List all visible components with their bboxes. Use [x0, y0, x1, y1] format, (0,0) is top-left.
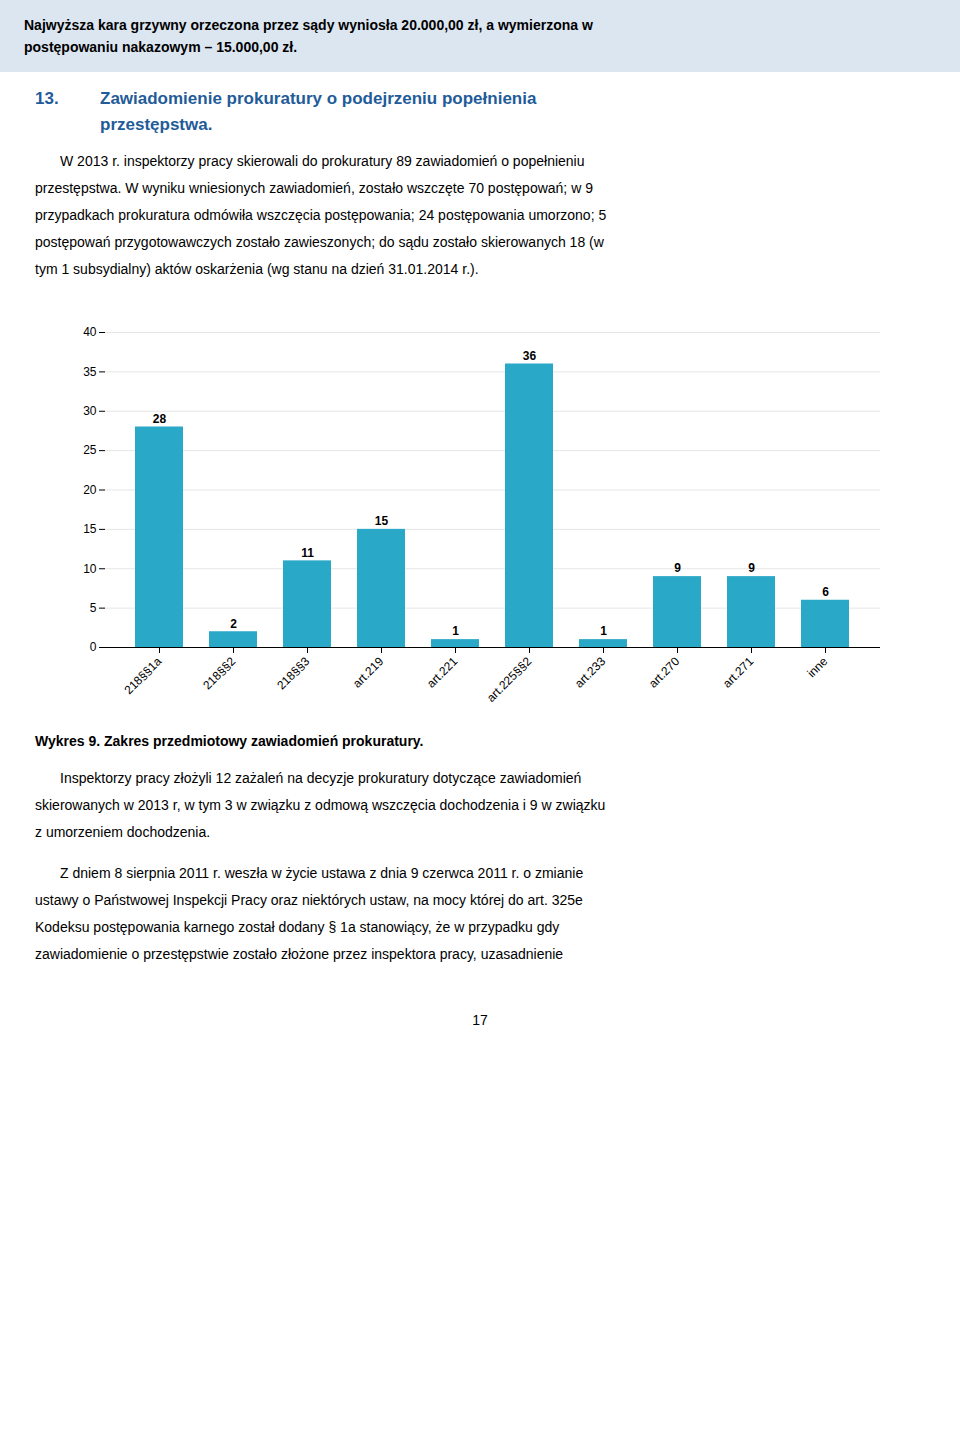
html-text:zawiadomienie o przestępstwie: zawiadomienie o przestępstwie zostało zł… [35, 946, 564, 962]
html-text:Wykres 9. Zakres przedmiotowy: Wykres 9. Zakres przedmiotowy zawiadomie… [35, 733, 424, 749]
svg-text:art.221: art.221 [424, 654, 461, 691]
html-text:przestępstwa.: przestępstwa. [100, 115, 213, 134]
svg-text:art.225§§2: art.225§§2 [484, 654, 535, 705]
svg-text:1: 1 [452, 624, 459, 638]
svg-text:9: 9 [674, 561, 681, 575]
html-text:przestępstwa. W wyniku wniesio: przestępstwa. W wyniku wniesionych zawia… [35, 180, 593, 196]
svg-text:10: 10 [83, 562, 97, 576]
html-text:Z dniem 8 sierpnia 2011 r. wes: Z dniem 8 sierpnia 2011 r. weszła w życi… [60, 865, 584, 881]
html-text:ustawy o Państwowej Inspekcji: ustawy o Państwowej Inspekcji Pracy oraz… [35, 892, 583, 908]
svg-text:218§§2: 218§§2 [200, 654, 238, 692]
svg-text:art.271: art.271 [720, 654, 757, 691]
html-text:skierowanych w 2013 r, w tym 3: skierowanych w 2013 r, w tym 3 w związku… [35, 797, 606, 813]
svg-text:1: 1 [600, 624, 607, 638]
html-text:tym 1 subsydialny) aktów oskar: tym 1 subsydialny) aktów oskarżenia (wg … [35, 261, 479, 277]
html-text:przypadkach prokuratura odmówi: przypadkach prokuratura odmówiła wszczęc… [35, 207, 607, 223]
html-text:postępowań przygotowawczych zo: postępowań przygotowawczych zostało zawi… [35, 234, 604, 250]
svg-text:11: 11 [301, 546, 314, 560]
svg-text:inne: inne [804, 654, 830, 680]
svg-text:5: 5 [90, 601, 97, 615]
svg-text:25: 25 [83, 443, 97, 457]
svg-text:art.219: art.219 [350, 654, 387, 691]
svg-text:40: 40 [83, 325, 97, 339]
html-text:postępowaniu nakazowym – 15.00: postępowaniu nakazowym – 15.000,00 zł. [24, 39, 298, 55]
html-text:z umorzeniem dochodzenia.: z umorzeniem dochodzenia. [35, 824, 211, 840]
svg-text:15: 15 [375, 514, 389, 528]
html-text:Zawiadomienie prokuratury o po: Zawiadomienie prokuratury o podejrzeniu … [100, 89, 537, 108]
svg-text:36: 36 [523, 349, 537, 363]
svg-text:35: 35 [83, 365, 97, 379]
svg-text:art.233: art.233 [572, 654, 609, 691]
svg-text:28: 28 [153, 412, 167, 426]
svg-text:9: 9 [748, 561, 755, 575]
svg-text:218§§1a: 218§§1a [121, 654, 164, 697]
svg-text:15: 15 [83, 522, 97, 536]
svg-text:0: 0 [90, 640, 97, 654]
svg-text:218§§3: 218§§3 [274, 654, 312, 692]
html-text:13.: 13. [35, 89, 59, 108]
html-text:W 2013 r. inspektorzy pracy sk: W 2013 r. inspektorzy pracy skierowali d… [60, 153, 585, 169]
svg-text:art.270: art.270 [646, 654, 683, 691]
svg-text:6: 6 [822, 585, 829, 599]
svg-text:2: 2 [230, 617, 237, 631]
html-text:17: 17 [472, 1012, 488, 1028]
svg-text:30: 30 [83, 404, 97, 418]
html-text:Najwyższa kara grzywny orzeczo: Najwyższa kara grzywny orzeczona przez s… [24, 17, 593, 33]
html-text:Kodeksu postępowania karnego z: Kodeksu postępowania karnego został doda… [35, 919, 560, 935]
html-text:Inspektorzy pracy złożyli 12 z: Inspektorzy pracy złożyli 12 zażaleń na … [60, 770, 582, 786]
svg-text:20: 20 [83, 483, 97, 497]
